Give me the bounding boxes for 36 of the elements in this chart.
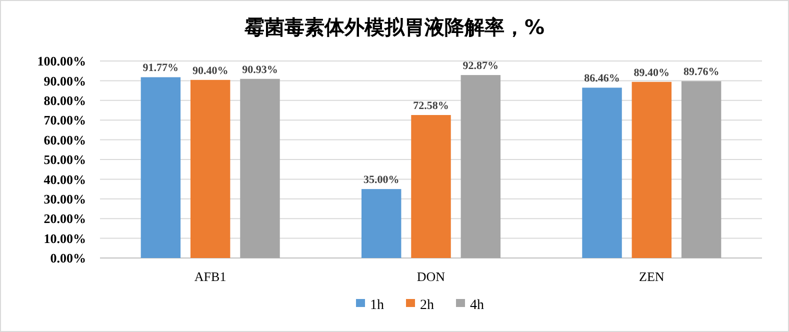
- data-label: 90.40%: [192, 64, 228, 77]
- y-tick-label: 90.00%: [44, 73, 86, 88]
- data-label: 90.93%: [242, 64, 278, 76]
- data-label: 72.58%: [413, 100, 449, 112]
- data-label: 92.87%: [462, 60, 499, 72]
- y-tick-label: 0.00%: [50, 250, 86, 266]
- x-tick-label: ZEN: [639, 269, 665, 284]
- bar: [411, 115, 451, 258]
- y-tick-label: 30.00%: [44, 191, 86, 206]
- legend-label: 2h: [420, 298, 434, 313]
- bar: [632, 82, 672, 258]
- data-label: 91.77%: [142, 62, 179, 74]
- bar: [681, 81, 722, 258]
- bar: [190, 80, 230, 258]
- bar: [582, 88, 622, 258]
- y-tick-label: 50.00%: [44, 152, 86, 168]
- legend-label: 4h: [470, 298, 484, 313]
- y-tick-label: 100.00%: [37, 54, 86, 69]
- x-tick-label: DON: [416, 269, 446, 284]
- y-tick-label: 70.00%: [44, 112, 86, 128]
- x-tick-label: AFB1: [194, 269, 226, 284]
- data-label: 89.40%: [634, 66, 670, 79]
- y-tick-label: 40.00%: [44, 172, 86, 187]
- data-label: 35.00%: [363, 174, 400, 186]
- bar: [240, 78, 280, 258]
- bar: [140, 77, 181, 258]
- chart-title: 霉菌毒素体外模拟胃液降解率，%: [244, 15, 545, 39]
- y-tick-label: 20.00%: [44, 211, 86, 226]
- y-tick-label: 10.00%: [44, 230, 86, 246]
- y-tick-label: 80.00%: [44, 92, 86, 108]
- y-tick-label: 60.00%: [44, 132, 86, 148]
- data-label: 89.76%: [683, 66, 720, 78]
- legend-label: 1h: [370, 298, 384, 313]
- data-label: 86.46%: [584, 72, 620, 85]
- bar: [361, 189, 402, 258]
- bar: [460, 75, 501, 258]
